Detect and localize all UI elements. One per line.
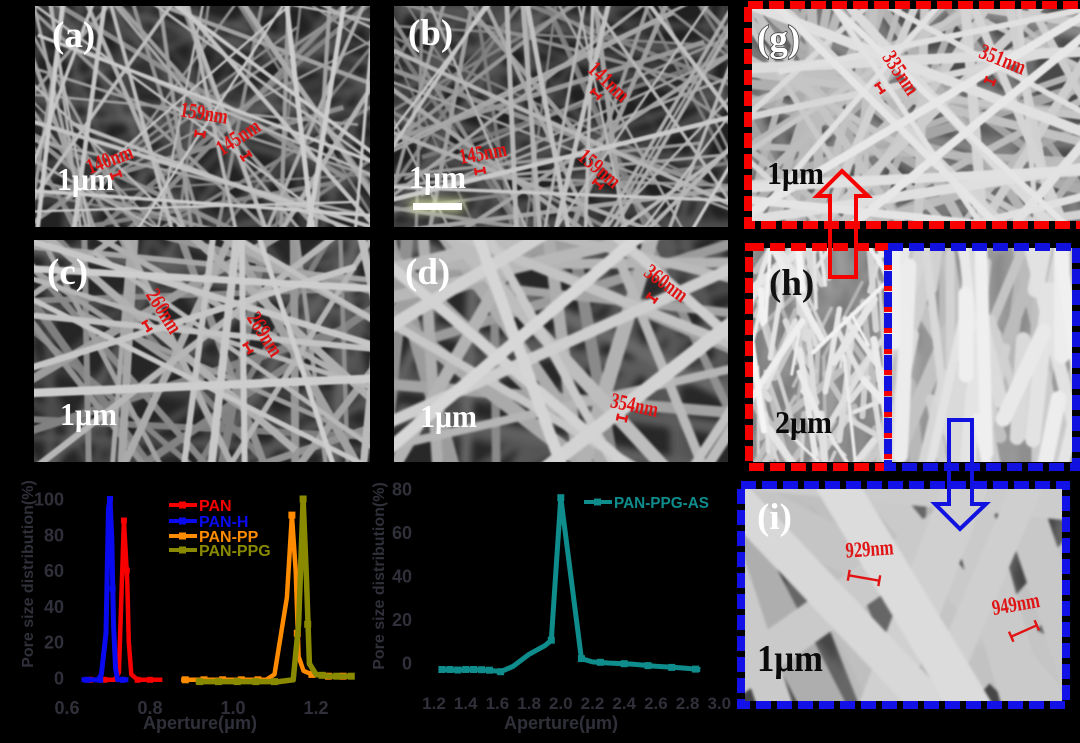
svg-text:Pore size distribution(%): Pore size distribution(%) (20, 480, 37, 668)
svg-text:60: 60 (392, 523, 412, 543)
svg-text:(c): (c) (47, 252, 88, 293)
svg-text:(b): (b) (408, 13, 453, 54)
svg-text:Pore size distribution(%): Pore size distribution(%) (371, 482, 388, 670)
svg-text:0: 0 (402, 654, 412, 674)
svg-text:2.4: 2.4 (612, 694, 636, 713)
svg-text:1.6: 1.6 (486, 694, 510, 713)
svg-text:20: 20 (44, 633, 64, 653)
svg-text:1μm: 1μm (409, 159, 466, 195)
svg-text:(a): (a) (52, 15, 95, 56)
svg-text:80: 80 (44, 525, 64, 545)
svg-text:2.6: 2.6 (644, 694, 668, 713)
svg-text:PAN-PP: PAN-PP (199, 529, 259, 546)
svg-text:PAN-PPG-AS: PAN-PPG-AS (614, 495, 709, 512)
svg-text:3.0: 3.0 (707, 694, 731, 713)
svg-text:PAN-PPG: PAN-PPG (199, 543, 271, 560)
svg-text:0.8: 0.8 (137, 698, 162, 718)
svg-text:2.0: 2.0 (549, 694, 573, 713)
svg-text:1μm: 1μm (767, 155, 824, 191)
svg-text:Aperture(μm): Aperture(μm) (143, 713, 257, 733)
svg-text:1.8: 1.8 (517, 694, 541, 713)
svg-text:1.2: 1.2 (303, 698, 328, 718)
svg-text:1.4: 1.4 (454, 694, 478, 713)
svg-text:0.6: 0.6 (54, 698, 79, 718)
svg-text:60: 60 (44, 561, 64, 581)
svg-text:1μm: 1μm (60, 396, 117, 432)
svg-text:0: 0 (54, 669, 64, 689)
svg-text:PAN-H: PAN-H (199, 514, 248, 531)
svg-text:(d): (d) (405, 252, 450, 293)
svg-text:40: 40 (392, 567, 412, 587)
svg-text:100: 100 (34, 490, 64, 510)
svg-text:80: 80 (392, 480, 412, 500)
svg-text:2.2: 2.2 (581, 694, 605, 713)
svg-text:1.0: 1.0 (220, 698, 245, 718)
svg-text:1μm: 1μm (57, 161, 114, 197)
svg-text:20: 20 (392, 610, 412, 630)
svg-text:40: 40 (44, 597, 64, 617)
svg-text:PAN: PAN (199, 498, 232, 515)
svg-text:1μm: 1μm (757, 638, 823, 680)
svg-text:1.2: 1.2 (422, 694, 446, 713)
svg-text:(h): (h) (769, 263, 814, 304)
svg-text:929nm: 929nm (845, 534, 895, 562)
svg-text:1μm: 1μm (420, 398, 477, 434)
svg-text:(i): (i) (757, 497, 792, 538)
svg-text:(g): (g) (757, 19, 800, 60)
svg-text:Aperture(μm): Aperture(μm) (504, 713, 618, 733)
svg-text:2μm: 2μm (775, 404, 832, 440)
svg-text:2.8: 2.8 (676, 694, 700, 713)
